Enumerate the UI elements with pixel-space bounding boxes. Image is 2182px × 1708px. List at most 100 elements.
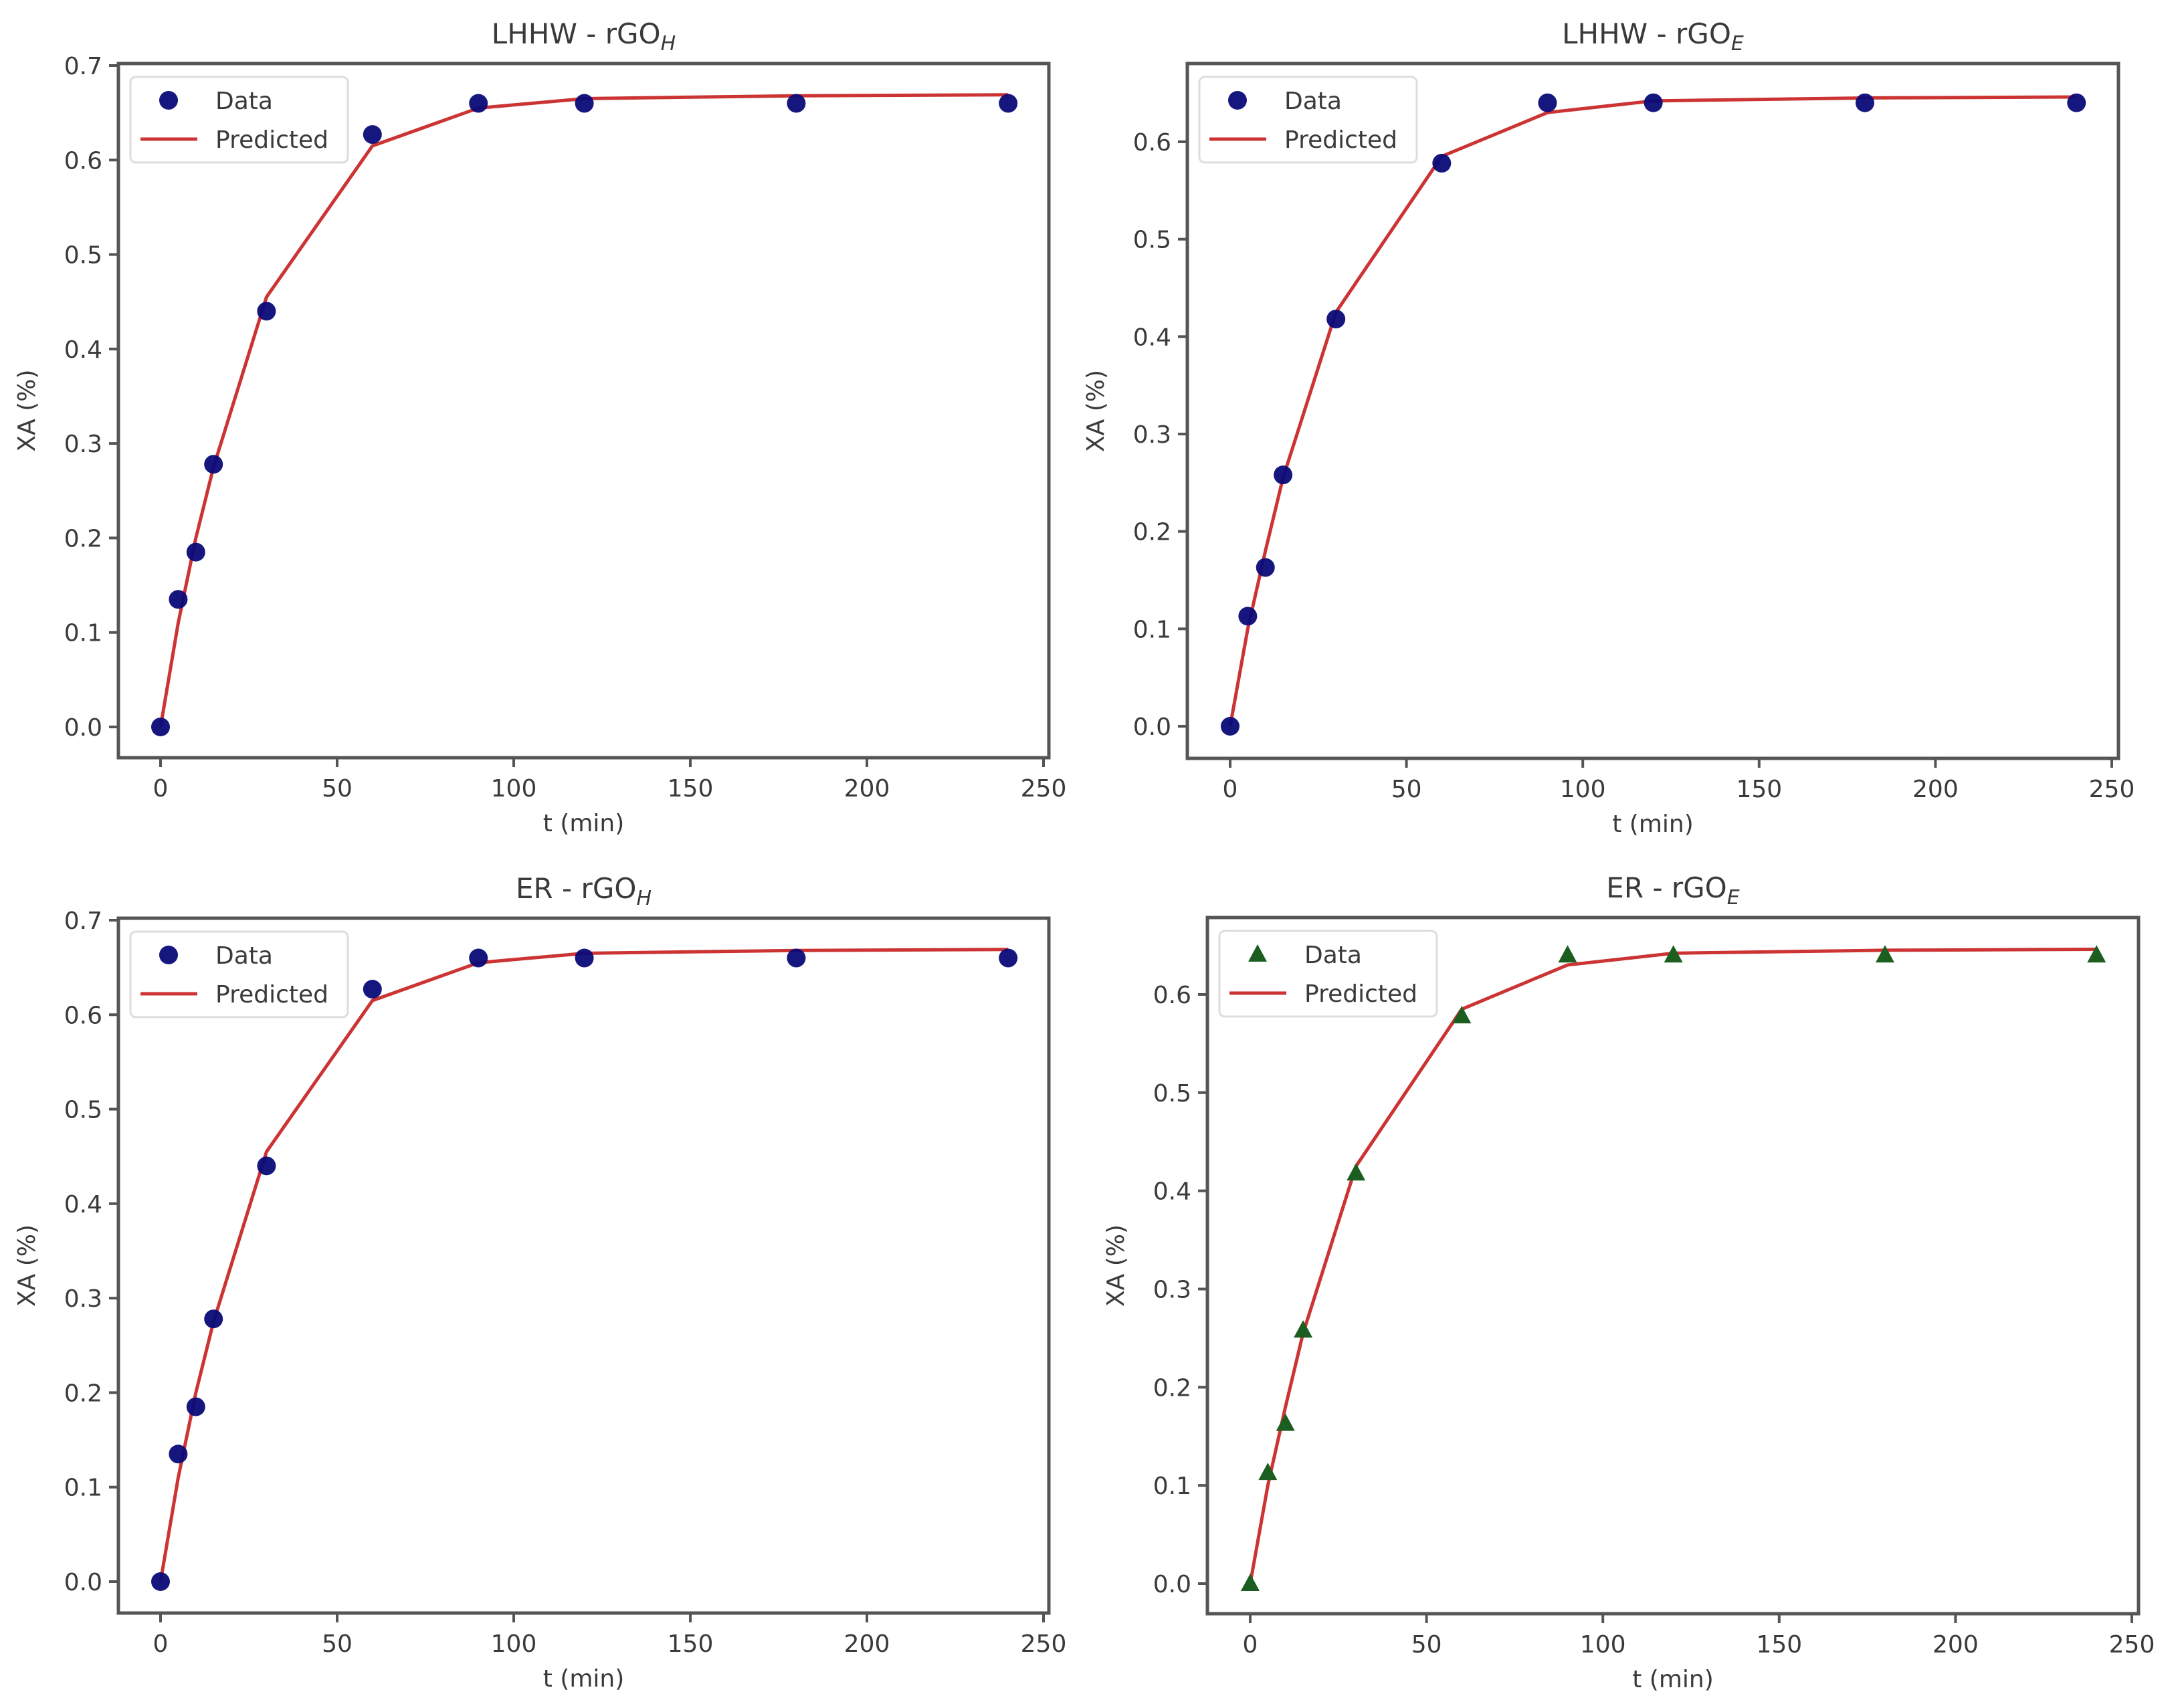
data-point [1221,717,1239,736]
predicted-line [159,93,1009,728]
data-point [1664,945,1683,963]
triangle-marker-icon [1248,944,1267,962]
x-tick-label: 100 [491,1630,537,1658]
legend: Data Predicted [129,76,349,164]
circle-marker-icon [1228,91,1247,110]
data-markers [1241,945,2106,1591]
x-axis: 0 50 100 150 200 250 t (min) [1223,758,2135,838]
data-point [363,980,382,999]
predicted-line [1228,95,2077,727]
y-axis-label: XA (%) [1102,1224,1130,1307]
y-tick-label: 0.1 [1153,1473,1191,1500]
plot-area [116,916,1051,1615]
data-point [469,948,488,968]
y-axis-label: XA (%) [13,369,41,451]
data-point [1274,465,1293,485]
y-tick-label: 0.1 [1133,616,1171,643]
legend-label-predicted: Predicted [1284,126,1397,154]
y-tick-label: 0.2 [64,525,102,552]
subplot-er-rgoh: ER - rGOH 0 50 100 150 200 250 t (min) 0.0 0.1 0.2… [13,872,1066,1693]
data-point [787,948,806,968]
y-tick-label: 0.3 [64,1285,102,1313]
data-markers [1221,93,2086,736]
y-tick-label: 0.4 [1133,324,1171,351]
x-tick-label: 50 [322,1630,353,1658]
x-tick-label: 0 [1243,1631,1258,1659]
y-tick-label: 0.3 [1133,421,1171,449]
data-point [787,94,806,113]
data-point [1855,93,1874,112]
legend-label-data: Data [1284,88,1342,115]
x-tick-label: 0 [1223,776,1238,803]
x-tick-label: 200 [1912,776,1959,803]
x-axis-label: t (min) [543,810,625,837]
data-point [1875,945,1894,963]
data-point [1538,93,1557,112]
y-tick-label: 0.2 [64,1380,102,1407]
plot-area [116,62,1051,760]
data-point [1294,1320,1313,1338]
legend: Data Predicted [1218,930,1438,1018]
y-tick-label: 0.7 [64,908,102,935]
data-point [1558,945,1577,963]
x-axis: 0 50 100 150 200 250 t (min) [153,758,1066,837]
subplot-title: LHHW - rGOE [1562,17,1744,56]
x-axis-label: t (min) [1612,811,1694,838]
circle-marker-icon [159,91,178,110]
x-tick-label: 100 [1580,1631,1626,1659]
data-point [151,718,170,736]
y-axis: 0.0 0.1 0.2 0.3 0.4 0.5 0.6 0.7 XA (%) [13,908,118,1596]
x-tick-label: 150 [668,1630,714,1658]
x-tick-label: 150 [1756,1631,1802,1659]
y-tick-label: 0.0 [1153,1571,1191,1598]
y-tick-label: 0.5 [1133,227,1171,254]
data-point [169,1445,188,1464]
data-point [169,590,188,609]
legend-label-data: Data [215,88,273,115]
data-point [1258,1463,1278,1481]
predicted-line [159,948,1009,1582]
y-tick-label: 0.1 [64,1475,102,1502]
x-tick-label: 200 [1932,1631,1979,1659]
x-tick-label: 50 [1391,776,1422,803]
x-tick-label: 0 [153,775,169,803]
x-axis: 0 50 100 150 200 250 t (min) [153,1613,1066,1693]
legend: Data Predicted [129,930,349,1019]
x-tick-label: 150 [668,775,714,803]
y-tick-label: 0.2 [1133,519,1171,546]
data-point [1452,1006,1472,1024]
legend-label-data: Data [215,942,273,970]
data-markers [151,94,1018,736]
data-point [1241,1574,1260,1591]
data-point [151,1572,170,1591]
y-tick-label: 0.4 [64,1191,102,1218]
data-point [1256,558,1275,577]
y-tick-label: 0.7 [64,53,102,80]
x-tick-label: 250 [2109,1631,2155,1659]
predicted-line [1248,947,2097,1584]
y-tick-label: 0.4 [1153,1178,1191,1206]
y-tick-label: 0.2 [1153,1374,1191,1402]
y-tick-label: 0.1 [64,620,102,647]
y-tick-label: 0.6 [64,1002,102,1029]
x-tick-label: 200 [844,1630,890,1658]
x-tick-label: 150 [1736,776,1782,803]
legend-label-data: Data [1304,942,1362,969]
subplot-er-rgoe: ER - rGOE 0 50 100 150 200 250 t (min) 0.0 0.1 0.2… [1102,871,2155,1693]
data-point [575,948,594,968]
plot-area [1205,916,2141,1616]
data-point [1644,93,1663,112]
data-point [575,94,594,113]
data-point [257,1156,276,1176]
data-point [204,1309,223,1329]
y-axis: 0.0 0.1 0.2 0.3 0.4 0.5 0.6 XA (%) [1102,982,1207,1598]
data-point [204,455,223,474]
data-point [999,948,1018,968]
data-markers [151,948,1018,1591]
circle-marker-icon [159,946,178,964]
legend-label-predicted: Predicted [215,981,328,1008]
y-axis-label: XA (%) [13,1224,41,1307]
y-tick-label: 0.3 [1153,1277,1191,1304]
